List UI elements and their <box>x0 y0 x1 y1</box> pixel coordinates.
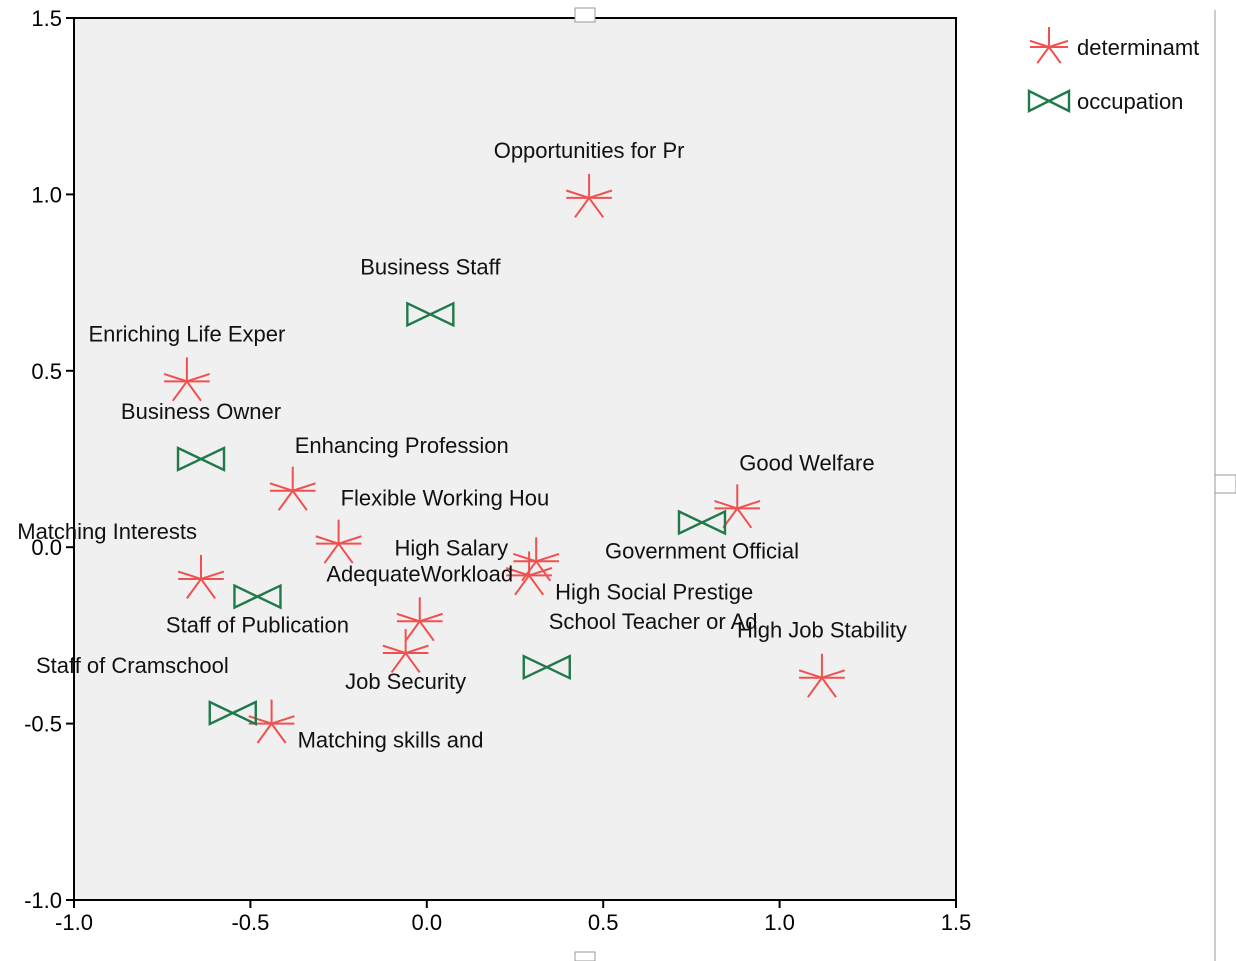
bowtie-icon <box>1027 89 1071 113</box>
plot-area <box>73 17 957 901</box>
point-label: Staff of Publication <box>166 613 349 638</box>
point-label: Job Security <box>345 669 466 694</box>
point-label: School Teacher or Ad <box>549 609 758 634</box>
legend-label: occupation <box>1077 89 1183 114</box>
point-label: High Social Prestige <box>555 579 753 604</box>
axes: -1.0 -0.5 0.0 0.5 1.0 1.5 1.5 1.0 0.5 0.0 -0.5 -1.0 <box>24 6 971 935</box>
x-tick-label: -1.0 <box>55 910 93 935</box>
point-label: Business Owner <box>121 399 281 424</box>
determinant-point <box>798 653 846 698</box>
point-label: Flexible Working Hou <box>341 486 550 511</box>
occupation-point <box>208 700 257 726</box>
point-label: Enhancing Profession <box>295 433 509 458</box>
top-resize-handle[interactable] <box>574 7 596 23</box>
occupation-point <box>176 446 226 472</box>
x-tick-label: 0.5 <box>588 910 619 935</box>
legend: determinamt occupation <box>1027 27 1199 114</box>
right-resize-handle[interactable] <box>1214 474 1236 494</box>
point-label: Staff of Cramschool <box>36 653 229 678</box>
y-tick-label: -0.5 <box>24 712 62 737</box>
chart-marks <box>163 173 846 744</box>
determinant-point <box>396 597 443 642</box>
point-label: Matching skills and <box>298 728 484 753</box>
determinant-point <box>382 629 429 674</box>
determinant-point <box>505 551 553 596</box>
point-label: Government Official <box>605 539 799 564</box>
x-tick-label: -0.5 <box>231 910 269 935</box>
point-label: Matching Interests <box>17 519 197 544</box>
occupation-point <box>522 654 571 681</box>
determinant-point <box>565 173 613 218</box>
x-tick-label: 1.5 <box>941 910 972 935</box>
determinant-point <box>177 554 225 599</box>
occupation-point <box>233 583 282 610</box>
x-tick-label: 0.0 <box>412 910 443 935</box>
determinant-point <box>269 466 316 511</box>
x-tick-label: 1.0 <box>764 910 795 935</box>
point-label: Good Welfare <box>739 450 874 475</box>
bottom-resize-handle[interactable] <box>574 951 596 961</box>
occupation-point <box>406 301 455 328</box>
occupation-point <box>677 509 727 536</box>
y-tick-label: 0.0 <box>31 535 62 560</box>
point-labels: Opportunities for Pr Enriching Life Exper… <box>17 138 907 753</box>
determinant-point <box>315 519 362 564</box>
point-label: High Salary <box>394 535 508 560</box>
asterisk-icon <box>1029 27 1069 64</box>
y-tick-label: 1.5 <box>31 6 62 31</box>
y-tick-label: 1.0 <box>31 182 62 207</box>
y-tick-label: -1.0 <box>24 888 62 913</box>
point-label: Business Staff <box>360 254 501 279</box>
determinant-point <box>163 357 211 402</box>
point-label: Opportunities for Pr <box>494 138 685 163</box>
y-tick-label: 0.5 <box>31 359 62 384</box>
legend-label: determinamt <box>1077 35 1199 60</box>
point-label: AdequateWorkload <box>326 561 513 586</box>
point-label: Enriching Life Exper <box>88 321 285 346</box>
point-label: High Job Stability <box>737 618 907 643</box>
